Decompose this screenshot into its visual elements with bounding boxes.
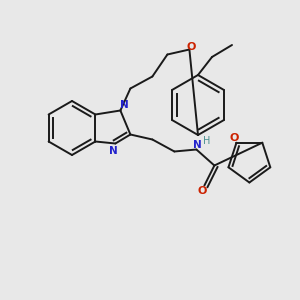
Text: N: N	[109, 146, 118, 157]
Text: O: O	[187, 41, 196, 52]
Text: N: N	[193, 140, 202, 149]
Text: O: O	[230, 133, 239, 143]
Text: N: N	[120, 100, 129, 110]
Text: O: O	[198, 187, 207, 196]
Text: H: H	[203, 136, 210, 146]
